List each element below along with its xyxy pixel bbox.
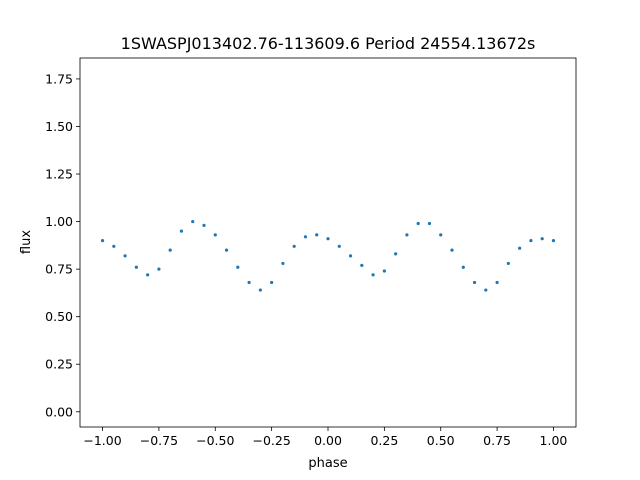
y-axis-label: flux [19, 230, 34, 254]
data-point [326, 237, 330, 241]
data-point [270, 280, 274, 285]
data-point [224, 248, 229, 252]
x-tick-label: 0.25 [370, 433, 398, 448]
data-point [529, 238, 533, 243]
x-tick-label: −0.50 [196, 433, 234, 448]
data-point [100, 238, 105, 243]
data-point [146, 273, 150, 277]
y-tick-label: 1.75 [45, 71, 73, 86]
data-point [202, 223, 206, 227]
data-point [236, 265, 240, 269]
x-tick-label: −1.00 [83, 433, 121, 448]
y-axis: 0.00 0.25 0.50 0.75 1.00 1.25 1.50 1.75 [45, 71, 80, 419]
data-point [112, 244, 116, 248]
y-tick-label: 0.25 [45, 357, 73, 372]
data-point [450, 248, 454, 252]
x-axis: −1.00 −0.75 −0.50 −0.25 0.00 0.25 0.50 0.75 1.00 [83, 427, 567, 448]
data-point [168, 248, 172, 252]
y-tick-label: 1.00 [45, 214, 73, 229]
data-point [360, 263, 364, 267]
y-tick-label: 0.00 [45, 404, 73, 419]
y-tick-label: 0.50 [45, 309, 73, 324]
data-point [551, 238, 556, 243]
data-point [484, 288, 488, 292]
x-tick-label: −0.75 [140, 433, 178, 448]
data-point [191, 219, 195, 224]
data-point [179, 229, 184, 233]
data-point [348, 254, 353, 258]
data-point [157, 267, 161, 271]
data-point [303, 235, 308, 239]
x-tick-label: 1.00 [540, 433, 568, 448]
data-point [416, 221, 420, 226]
data-point [427, 221, 432, 226]
data-point [461, 265, 465, 269]
data-point [292, 244, 296, 248]
x-tick-label: 0.50 [427, 433, 455, 448]
data-point [506, 261, 510, 266]
data-point [315, 233, 319, 237]
data-point [134, 265, 138, 269]
y-tick-label: 0.75 [45, 262, 73, 277]
data-point [281, 261, 285, 266]
x-tick-label: 0.75 [483, 433, 511, 448]
y-tick-label: 1.25 [45, 167, 73, 182]
data-point [337, 244, 341, 248]
data-point [439, 233, 443, 237]
y-tick-label: 1.50 [45, 119, 73, 134]
data-point [518, 246, 522, 250]
chart-title: 1SWASPJ013402.76-113609.6 Period 24554.1… [121, 34, 536, 53]
data-point [382, 269, 386, 273]
data-point [472, 280, 477, 285]
scatter-points [100, 219, 556, 292]
data-point [247, 280, 251, 285]
x-tick-label: −0.25 [252, 433, 290, 448]
data-point [394, 252, 398, 256]
x-axis-label: phase [308, 456, 347, 471]
data-point [213, 233, 217, 237]
data-point [405, 233, 409, 237]
data-point [123, 254, 127, 258]
data-point [495, 280, 499, 285]
data-point [371, 273, 375, 277]
data-point [258, 288, 262, 292]
data-point [540, 237, 544, 241]
x-tick-label: 0.00 [314, 433, 342, 448]
